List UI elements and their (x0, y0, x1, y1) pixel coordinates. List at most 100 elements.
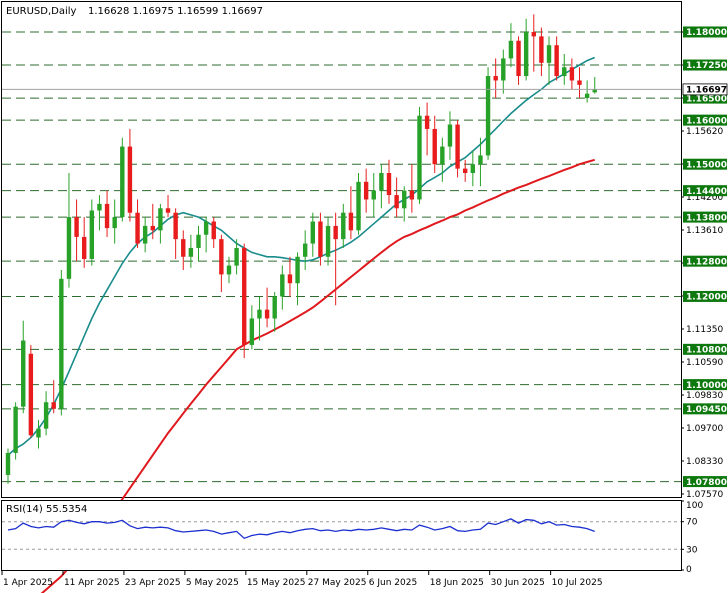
bearish-candle (363, 168, 369, 213)
candle-body (295, 256, 300, 284)
time-axis: 1 Apr 2025 11 Apr 2025 23 Apr 2025 5 May 20… (1, 571, 603, 588)
bearish-candle (493, 58, 498, 99)
bearish-candle (569, 58, 575, 90)
level-tag-label: 1.14400 (686, 187, 727, 197)
price-tick-label: 1.08330 (686, 457, 723, 467)
candle-body (463, 168, 468, 174)
bullish-candle (417, 106, 422, 204)
current-price-label: 1.16697 (686, 86, 727, 96)
bullish-candle (59, 269, 64, 416)
level-tag-box (683, 255, 727, 267)
bullish-candle (226, 256, 232, 284)
level-tag-box (683, 476, 727, 488)
candle-body (104, 203, 110, 229)
candle-body (249, 318, 255, 345)
time-tick-label: 1 Apr 2025 (3, 578, 53, 588)
bullish-candle (66, 173, 72, 288)
time-tick-label: 11 Apr 2025 (64, 578, 120, 588)
bullish-candle (523, 18, 529, 81)
bullish-candle (302, 230, 308, 270)
price-tick-label: 1.09700 (686, 424, 723, 434)
bearish-candle (28, 344, 34, 438)
candle-body (82, 236, 87, 259)
price-tick-label: 1.13610 (686, 226, 723, 236)
candle-body (280, 274, 285, 297)
candle-body (97, 203, 102, 211)
candle-body (402, 190, 407, 209)
bullish-candle (13, 402, 18, 460)
rsi-pane: RSI(14) 55.5354 100 70 30 0 (1, 500, 703, 575)
candle-body (554, 45, 559, 77)
candle-body (257, 309, 262, 319)
candle-body (158, 208, 163, 231)
bearish-candle (165, 195, 171, 218)
bullish-candle (584, 80, 590, 103)
bullish-candle (280, 265, 285, 310)
bullish-candle (142, 217, 148, 253)
bearish-candle (219, 234, 224, 293)
candle-body (142, 225, 148, 244)
bullish-candle (295, 252, 300, 306)
bearish-candle (135, 199, 140, 248)
candle-body (120, 146, 125, 218)
level-tag-label: 1.09450 (686, 405, 727, 415)
bullish-candle (158, 203, 163, 244)
candle-body (546, 45, 552, 63)
level-tag-label: 1.16000 (686, 116, 727, 126)
bullish-candle (43, 391, 49, 436)
bullish-candle (440, 137, 445, 182)
candle-body (348, 212, 354, 231)
candle-body (432, 128, 437, 165)
rsi-label: RSI(14) 55.5354 (6, 504, 87, 515)
bearish-candle (424, 102, 430, 156)
bearish-candle (348, 186, 354, 240)
price-tick-label: 1.09830 (686, 391, 723, 401)
candle-body (341, 212, 346, 240)
level-tag-box (683, 26, 727, 38)
candle-body (51, 402, 56, 409)
bullish-candle (272, 292, 277, 332)
candle-body (89, 210, 95, 259)
candle-body (523, 31, 529, 77)
candle-body (150, 225, 155, 231)
candle-body (417, 115, 422, 200)
candle-body (592, 89, 597, 93)
level-tag-label: 1.16500 (686, 94, 727, 104)
candle-body (455, 124, 460, 169)
candle-body (516, 40, 521, 77)
candlesticks (5, 14, 597, 484)
candle-body (333, 225, 338, 240)
level-tag-box (683, 379, 727, 391)
level-tag-label: 1.13800 (686, 213, 727, 223)
candle-body (74, 217, 79, 237)
candle-body (127, 146, 133, 213)
candle-body (287, 274, 293, 284)
bearish-candle (432, 115, 437, 174)
bullish-candle (592, 76, 597, 94)
price-tick-label: 1.15620 (686, 127, 723, 137)
candle-body (219, 239, 224, 275)
candle-body (188, 247, 194, 257)
level-tag-box (683, 114, 727, 126)
time-tick-label: 5 May 2025 (186, 578, 239, 588)
candle-body (371, 190, 376, 200)
level-tag-box (683, 59, 727, 71)
level-price-tags: 1.18000 1.17250 1.16500 1.16000 1.15000 1.144… (683, 26, 727, 488)
bullish-candle (546, 36, 552, 85)
candle-body (508, 40, 514, 59)
symbol-label: EURUSD,Daily (6, 6, 77, 17)
rsi-level-lines (2, 521, 681, 550)
bullish-candle (203, 217, 209, 253)
candle-body (409, 190, 415, 200)
bullish-candle (325, 217, 331, 266)
candle-body (272, 296, 277, 319)
bearish-candle (455, 120, 460, 178)
candle-body (173, 212, 178, 240)
bearish-candle (104, 190, 110, 237)
fast-moving-average-line (7, 56, 596, 456)
candle-body (211, 221, 216, 240)
candle-body (424, 115, 430, 129)
rsi-tick-label: 100 (686, 501, 703, 511)
bullish-candle (21, 320, 26, 414)
